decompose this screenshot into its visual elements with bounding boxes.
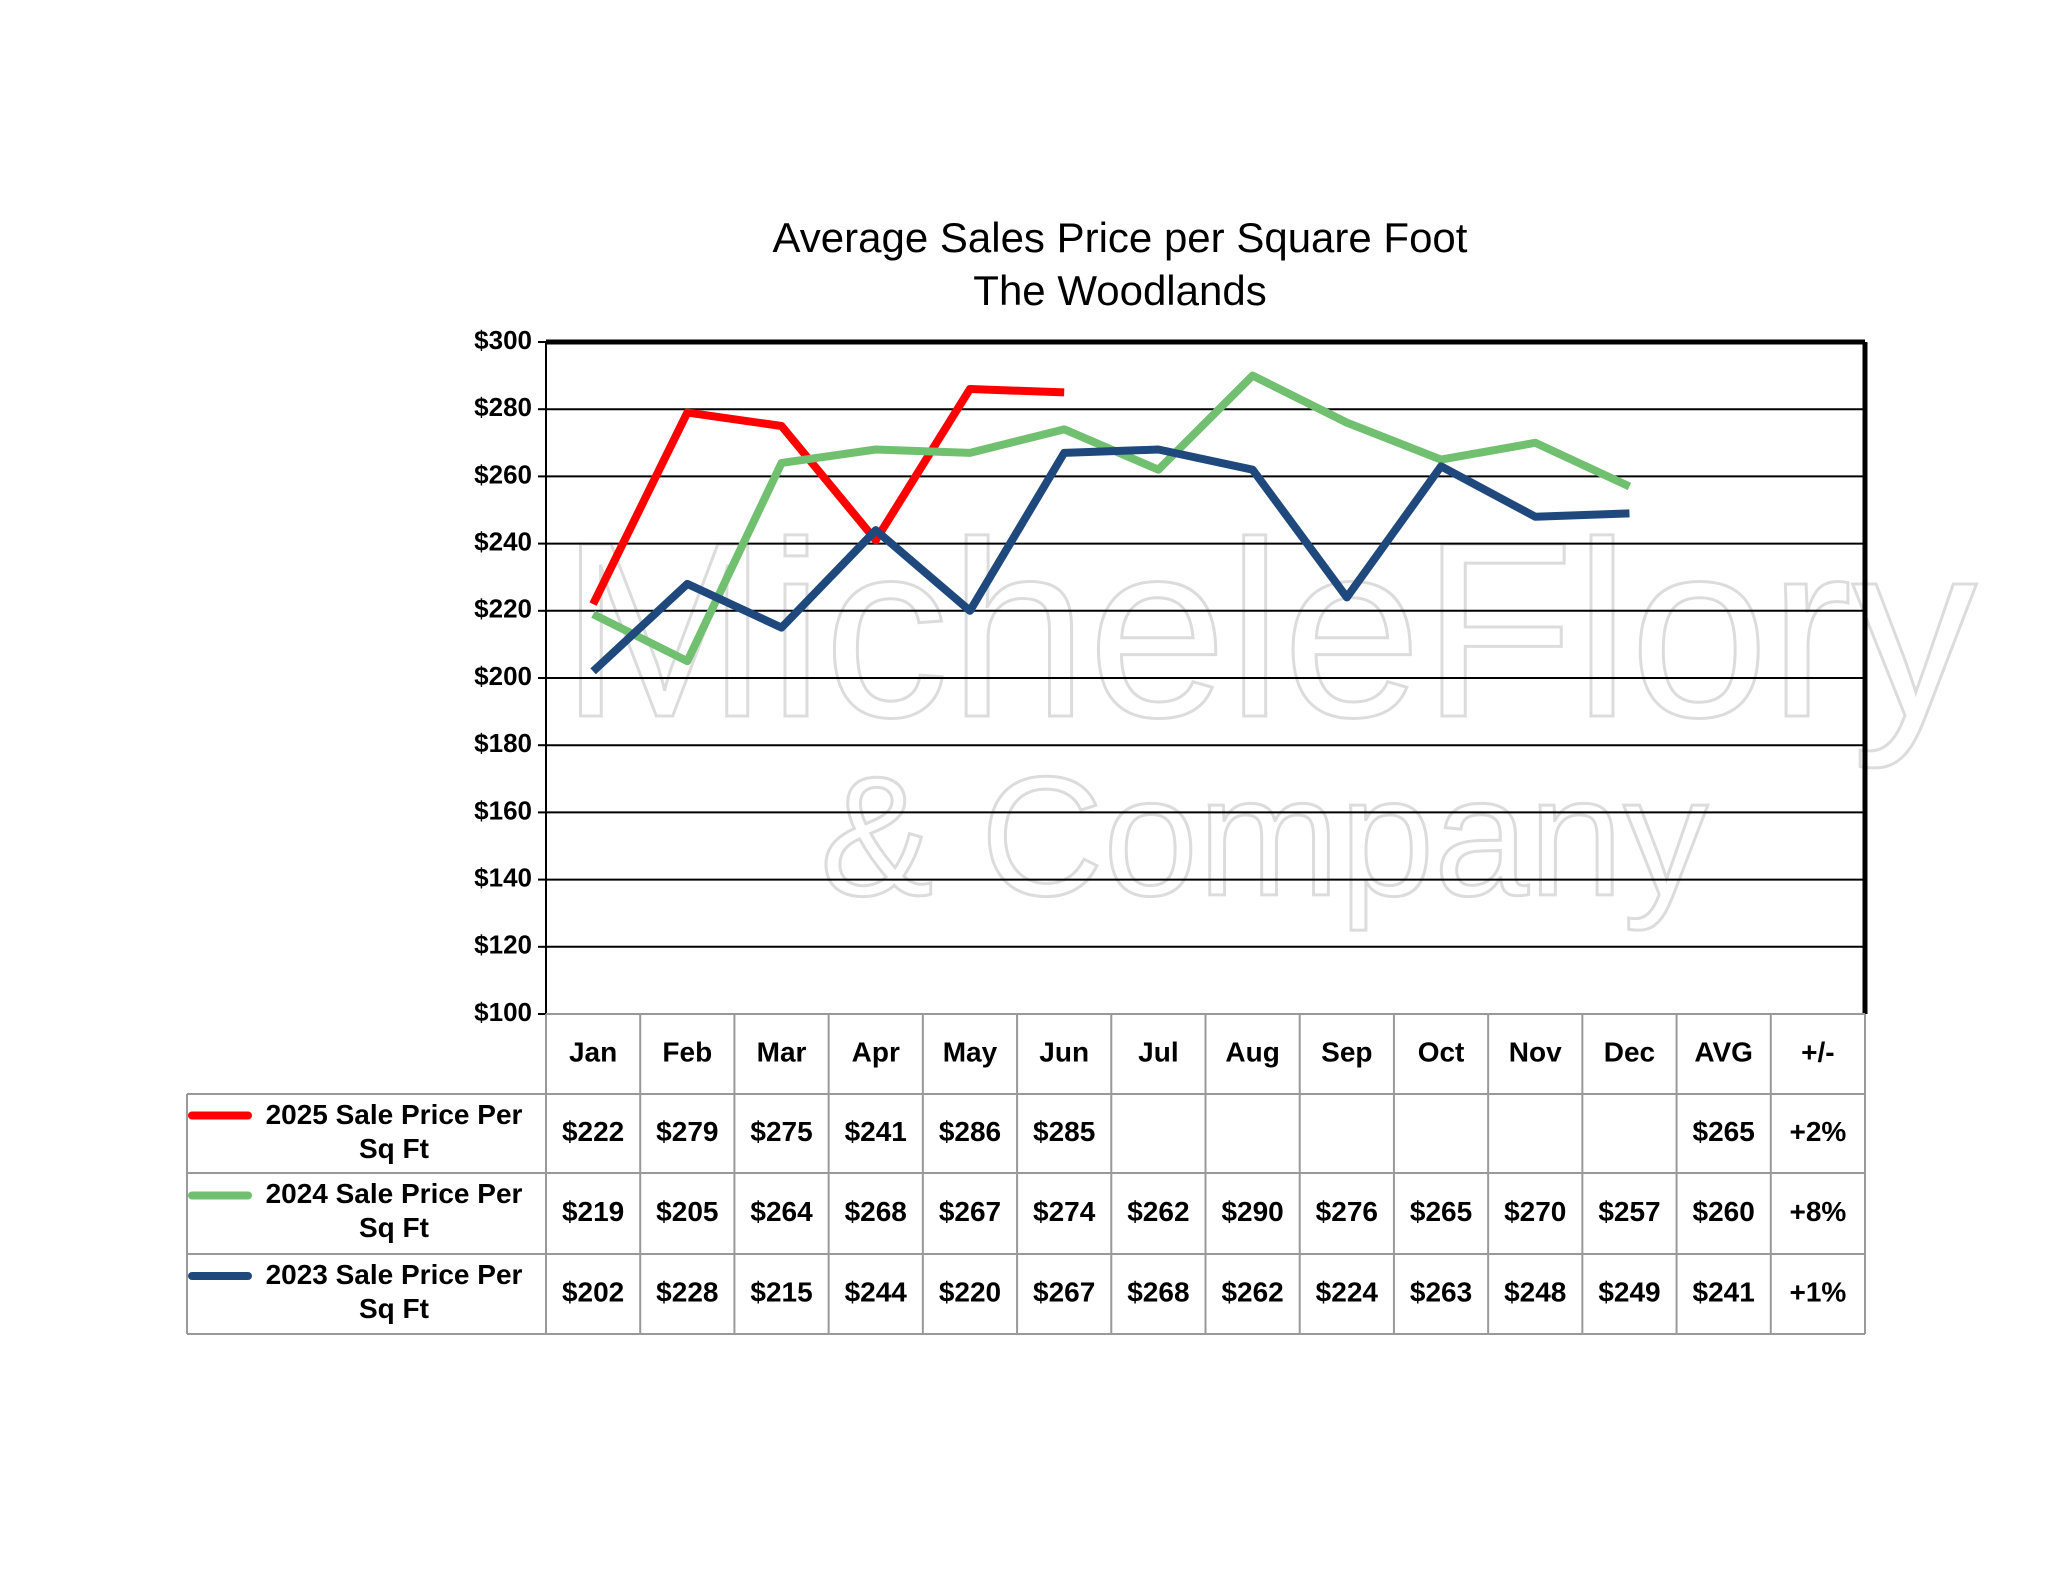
x-tick-label: May — [943, 1036, 998, 1067]
legend-label: 2023 Sale Price Per Sq Ft — [265, 1259, 523, 1324]
x-tick-label: Oct — [1418, 1036, 1465, 1067]
avg-cell: $265 — [1693, 1116, 1755, 1147]
data-label: $222 — [562, 1116, 624, 1147]
y-tick-label: $240 — [474, 526, 532, 556]
data-label: $228 — [656, 1276, 718, 1307]
data-label: $262 — [1127, 1196, 1189, 1227]
data-label: $264 — [750, 1196, 813, 1227]
data-label: $267 — [1033, 1276, 1095, 1307]
data-label: $219 — [562, 1196, 624, 1227]
data-label: $274 — [1033, 1196, 1096, 1227]
y-tick-label: $280 — [474, 392, 532, 422]
x-tick-label: Sep — [1321, 1036, 1372, 1067]
avg-cell: $241 — [1693, 1276, 1755, 1307]
change-cell: +1% — [1789, 1276, 1846, 1307]
data-label: $224 — [1316, 1276, 1379, 1307]
legend-label: 2025 Sale Price Per Sq Ft — [265, 1099, 523, 1164]
data-label: $275 — [750, 1116, 812, 1147]
data-label: $257 — [1598, 1196, 1660, 1227]
legend-cell: 2025 Sale Price Per Sq Ft — [265, 1099, 523, 1164]
x-tick-label: Nov — [1509, 1036, 1562, 1067]
y-tick-label: $180 — [474, 728, 532, 758]
watermark: & Company — [820, 742, 1708, 932]
data-label: $202 — [562, 1276, 624, 1307]
x-tick-label: Aug — [1225, 1036, 1279, 1067]
y-tick-label: $120 — [474, 930, 532, 960]
x-tick-label: Feb — [662, 1036, 712, 1067]
avg-cell: $260 — [1693, 1196, 1755, 1227]
legend-label: 2024 Sale Price Per Sq Ft — [265, 1178, 523, 1243]
y-tick-label: $100 — [474, 997, 532, 1027]
legend-cell: 2024 Sale Price Per Sq Ft — [265, 1178, 523, 1243]
data-label: $205 — [656, 1196, 718, 1227]
chart-subtitle: The Woodlands — [973, 267, 1266, 314]
data-label: $220 — [939, 1276, 1001, 1307]
data-label: $244 — [845, 1276, 908, 1307]
watermark: MicheleFlory — [560, 490, 1977, 769]
data-label: $241 — [845, 1116, 907, 1147]
y-tick-label: $140 — [474, 862, 532, 892]
x-tick-label: Dec — [1604, 1036, 1655, 1067]
data-label: $265 — [1410, 1196, 1472, 1227]
x-tick-label: Mar — [757, 1036, 807, 1067]
x-tick-label: Jun — [1039, 1036, 1089, 1067]
x-tick-label: Jul — [1138, 1036, 1178, 1067]
x-tick-label: Jan — [569, 1036, 617, 1067]
data-label: $285 — [1033, 1116, 1095, 1147]
data-label: $276 — [1316, 1196, 1378, 1227]
legend-cell: 2023 Sale Price Per Sq Ft — [265, 1259, 523, 1324]
y-tick-label: $200 — [474, 661, 532, 691]
data-label: $263 — [1410, 1276, 1472, 1307]
data-label: $262 — [1221, 1276, 1283, 1307]
change-cell: +2% — [1789, 1116, 1846, 1147]
y-tick-label: $260 — [474, 459, 532, 489]
series-line — [590, 445, 1630, 675]
y-tick-label: $300 — [474, 325, 532, 355]
chart-title: Average Sales Price per Square Foot — [773, 214, 1468, 261]
data-label: $286 — [939, 1116, 1001, 1147]
series-line — [589, 385, 1065, 606]
data-label: $268 — [1127, 1276, 1189, 1307]
data-label: $279 — [656, 1116, 718, 1147]
change-cell: +8% — [1789, 1196, 1846, 1227]
data-label: $248 — [1504, 1276, 1566, 1307]
data-label: $268 — [845, 1196, 907, 1227]
data-label: $290 — [1221, 1196, 1283, 1227]
data-label: $249 — [1598, 1276, 1660, 1307]
data-label: $215 — [750, 1276, 812, 1307]
column-header: AVG — [1694, 1036, 1753, 1067]
x-tick-label: Apr — [852, 1036, 900, 1067]
column-header: +/- — [1801, 1036, 1834, 1067]
y-tick-label: $160 — [474, 795, 532, 825]
data-label: $267 — [939, 1196, 1001, 1227]
y-tick-label: $220 — [474, 594, 532, 624]
data-label: $270 — [1504, 1196, 1566, 1227]
